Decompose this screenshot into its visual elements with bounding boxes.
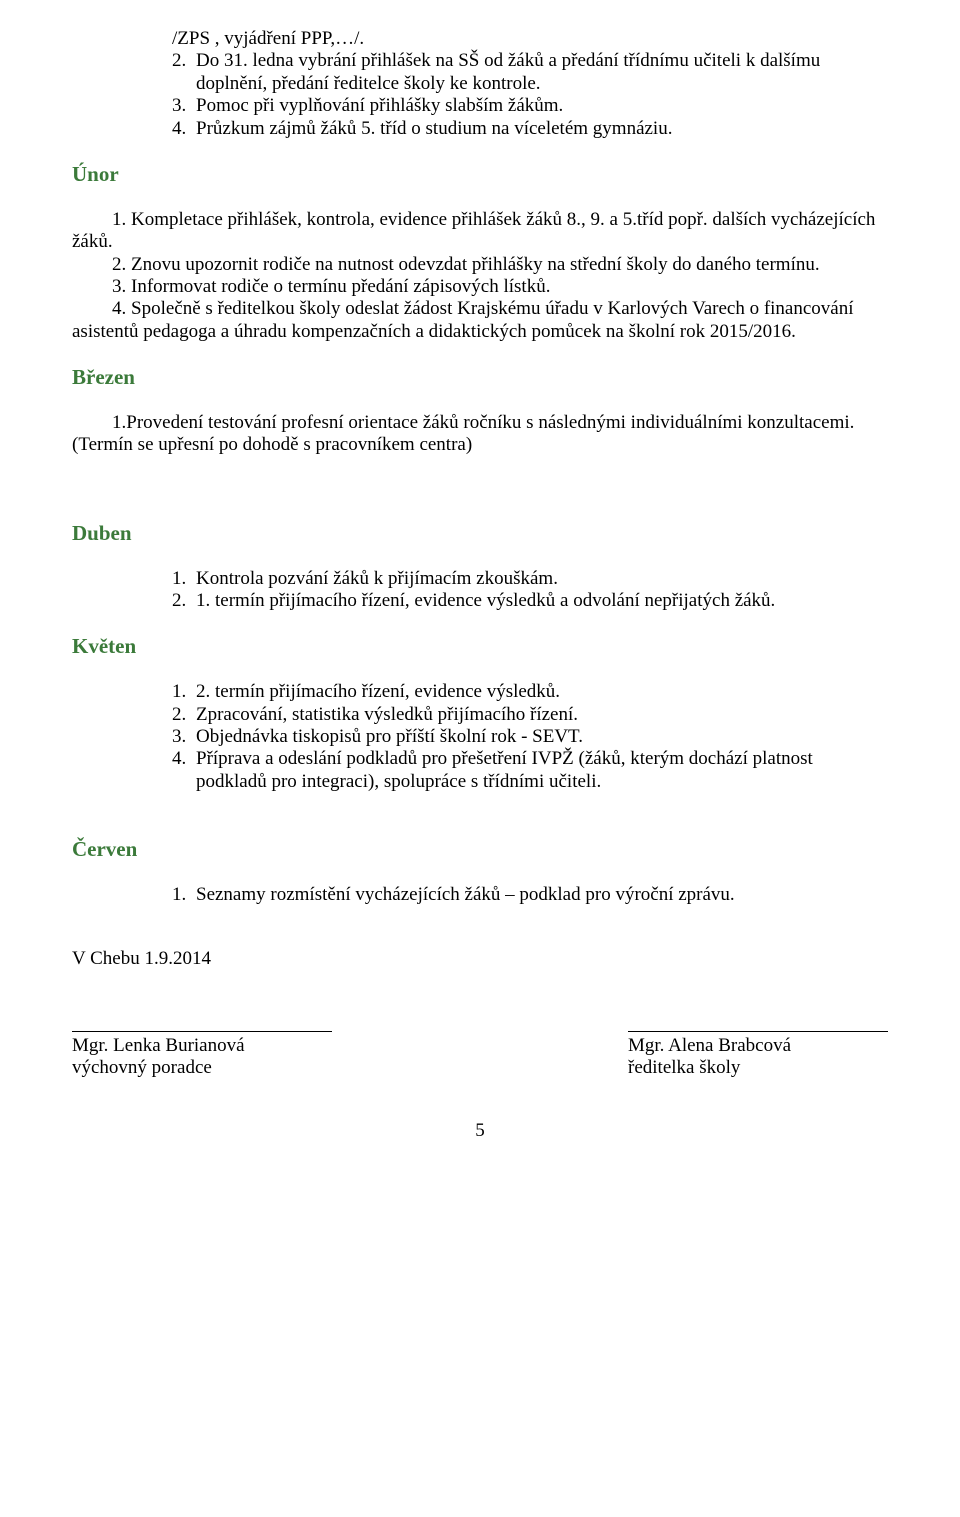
para-text: Kompletace přihlášek, kontrola, evidence… [72, 209, 875, 252]
list-text: Příprava a odeslání podkladů pro přešetř… [196, 748, 888, 793]
top-list-block: /ZPS , vyjádření PPP,…/. 2. Do 31. ledna… [172, 28, 888, 140]
top-item-2: 2. Do 31. ledna vybrání přihlášek na SŠ … [172, 50, 888, 95]
list-number: 3. [172, 95, 196, 117]
list-text: Průzkum zájmů žáků 5. tříd o studium na … [196, 118, 888, 140]
para-num: 4. [112, 298, 126, 319]
list-number: 4. [172, 118, 196, 140]
cerven-item-1: 1. Seznamy rozmístění vycházejících žáků… [172, 884, 888, 906]
list-text: Seznamy rozmístění vycházejících žáků – … [196, 884, 888, 906]
unor-para-4: 4. Společně s ředitelkou školy odeslat ž… [72, 298, 888, 343]
page-number: 5 [72, 1120, 888, 1142]
list-number: 4. [172, 748, 196, 793]
signature-row: Mgr. Lenka Burianová výchovný poradce Mg… [72, 1031, 888, 1080]
para-text: Znovu upozornit rodiče na nutnost odevzd… [131, 254, 820, 275]
duben-list-block: 1. Kontrola pozvání žáků k přijímacím zk… [172, 568, 888, 613]
heading-kveten: Květen [72, 634, 888, 659]
para-num: 2. [112, 254, 126, 275]
list-text: Do 31. ledna vybrání přihlášek na SŠ od … [196, 50, 888, 95]
brezen-para-1: 1.Provedení testování profesní orientace… [72, 412, 888, 457]
duben-item-2: 2. 1. termín přijímacího řízení, evidenc… [172, 590, 888, 612]
list-text: Pomoc při vyplňování přihlášky slabším ž… [196, 95, 888, 117]
duben-item-1: 1. Kontrola pozvání žáků k přijímacím zk… [172, 568, 888, 590]
unor-para-2: 2. Znovu upozornit rodiče na nutnost ode… [72, 254, 888, 276]
unor-para-1: 1. Kompletace přihlášek, kontrola, evide… [72, 209, 888, 254]
cerven-list-block: 1. Seznamy rozmístění vycházejících žáků… [172, 884, 888, 906]
signature-left: Mgr. Lenka Burianová výchovný poradce [72, 1031, 332, 1080]
heading-brezen: Březen [72, 365, 888, 390]
list-number: 2. [172, 590, 196, 612]
signature-right: Mgr. Alena Brabcová ředitelka školy [628, 1031, 888, 1080]
list-text: 2. termín přijímacího řízení, evidence v… [196, 681, 888, 703]
signature-right-role: ředitelka školy [628, 1057, 888, 1079]
spacer [72, 793, 888, 815]
document-page: /ZPS , vyjádření PPP,…/. 2. Do 31. ledna… [0, 0, 960, 1182]
para-text: Společně s ředitelkou školy odeslat žádo… [72, 298, 854, 341]
kveten-item-4: 4. Příprava a odeslání podkladů pro přeš… [172, 748, 888, 793]
list-number: 1. [172, 884, 196, 906]
signature-line-left [72, 1031, 332, 1033]
heading-cerven: Červen [72, 837, 888, 862]
heading-duben: Duben [72, 521, 888, 546]
para-num: 1. [112, 209, 126, 230]
list-number: 2. [172, 50, 196, 95]
list-number: 1. [172, 568, 196, 590]
footer-date: V Chebu 1.9.2014 [72, 948, 888, 970]
list-number: 3. [172, 726, 196, 748]
spacer [72, 457, 888, 499]
kveten-item-2: 2. Zpracování, statistika výsledků přijí… [172, 704, 888, 726]
signature-line-right [628, 1031, 888, 1033]
signature-left-name: Mgr. Lenka Burianová [72, 1035, 332, 1057]
kveten-item-1: 1. 2. termín přijímacího řízení, evidenc… [172, 681, 888, 703]
para-text: Informovat rodiče o termínu předání zápi… [131, 276, 550, 297]
kveten-list-block: 1. 2. termín přijímacího řízení, evidenc… [172, 681, 888, 793]
list-number: 1. [172, 681, 196, 703]
list-text: 1. termín přijímacího řízení, evidence v… [196, 590, 888, 612]
list-text: Objednávka tiskopisů pro příští školní r… [196, 726, 888, 748]
signature-left-role: výchovný poradce [72, 1057, 332, 1079]
para-num: 3. [112, 276, 126, 297]
kveten-item-3: 3. Objednávka tiskopisů pro příští školn… [172, 726, 888, 748]
signature-right-name: Mgr. Alena Brabcová [628, 1035, 888, 1057]
list-text: Kontrola pozvání žáků k přijímacím zkouš… [196, 568, 888, 590]
unor-para-3: 3. Informovat rodiče o termínu předání z… [72, 276, 888, 298]
top-line-zps: /ZPS , vyjádření PPP,…/. [172, 28, 888, 50]
heading-unor: Únor [72, 162, 888, 187]
top-item-4: 4. Průzkum zájmů žáků 5. tříd o studium … [172, 118, 888, 140]
list-text: Zpracování, statistika výsledků přijímac… [196, 704, 888, 726]
list-number: 2. [172, 704, 196, 726]
top-item-3: 3. Pomoc při vyplňování přihlášky slabší… [172, 95, 888, 117]
spacer [72, 906, 888, 948]
